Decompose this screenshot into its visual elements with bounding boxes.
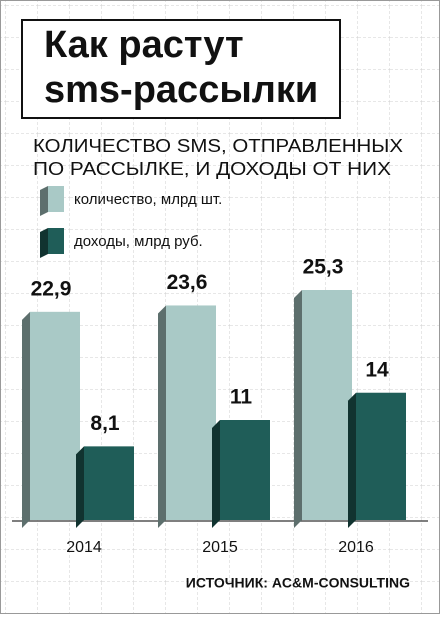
subtitle: КОЛИЧЕСТВО SMS, ОТПРАВЛЕННЫХ xyxy=(33,136,403,156)
bar xyxy=(302,290,352,520)
value-label: 23,6 xyxy=(167,271,208,294)
bar xyxy=(356,392,406,520)
bar xyxy=(30,311,80,520)
x-tick-label: 2015 xyxy=(202,539,238,556)
source: ИСТОЧНИК: AC&M-CONSULTING xyxy=(186,575,410,591)
legend-swatch xyxy=(48,186,64,212)
bar-side xyxy=(348,392,356,528)
value-label: 8,1 xyxy=(90,412,120,435)
value-label: 14 xyxy=(365,358,389,381)
value-label: 11 xyxy=(230,386,253,409)
legend-swatch xyxy=(48,228,64,254)
bar-side xyxy=(76,446,84,528)
bar-side xyxy=(22,311,30,528)
legend-label: доходы, млрд руб. xyxy=(74,233,203,250)
chart-title: sms-рассылки xyxy=(44,69,318,111)
chart-title: Как растут xyxy=(44,24,244,66)
x-tick-label: 2016 xyxy=(338,539,374,556)
title-box xyxy=(21,19,341,119)
x-tick-label: 2014 xyxy=(66,539,102,556)
bar xyxy=(166,305,216,520)
bar-side xyxy=(212,420,220,528)
bar xyxy=(84,446,134,520)
bar-side xyxy=(294,290,302,528)
bar xyxy=(220,420,270,520)
bar-side xyxy=(158,305,166,528)
legend-label: количество, млрд шт. xyxy=(74,191,222,208)
value-label: 22,9 xyxy=(31,277,72,300)
value-label: 25,3 xyxy=(303,256,344,279)
legend-swatch-side xyxy=(40,186,48,216)
subtitle: ПО РАССЫЛКЕ, И ДОХОДЫ ОТ НИХ xyxy=(33,159,391,179)
legend-swatch-side xyxy=(40,228,48,258)
